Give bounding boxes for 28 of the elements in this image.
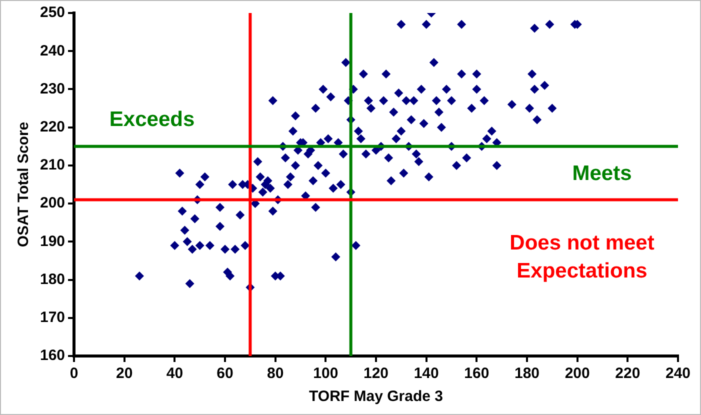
x-tick-label: 0 [70, 365, 78, 382]
x-tick-label: 120 [364, 365, 389, 382]
x-tick-label: 60 [216, 365, 234, 382]
y-tick-label: 190 [40, 232, 66, 250]
x-tick-label: 20 [116, 365, 133, 382]
y-tick-label: 160 [40, 347, 66, 364]
annotation: Meets [572, 162, 632, 186]
y-tick-label: 230 [40, 80, 66, 98]
y-tick-label: 240 [40, 42, 66, 60]
y-tick-label: 200 [40, 194, 66, 212]
y-axis-title: OSAT Total Score [15, 122, 32, 248]
x-tick-label: 180 [514, 365, 540, 382]
x-tick-label: 100 [313, 365, 338, 382]
annotation: Does not meet Expectations [510, 232, 654, 283]
x-tick-label: 160 [464, 365, 490, 382]
x-tick-label: 240 [665, 365, 691, 382]
x-tick-label: 140 [414, 365, 439, 382]
annotation: Exceeds [109, 108, 195, 132]
x-tick-label: 80 [267, 365, 284, 382]
y-tick-label: 180 [40, 270, 66, 288]
x-tick-label: 220 [615, 365, 640, 382]
x-axis-title: TORF May Grade 3 [309, 388, 443, 406]
x-tick-label: 40 [166, 365, 184, 382]
y-tick-label: 210 [40, 156, 66, 174]
x-tick-label: 200 [564, 365, 590, 382]
y-tick-label: 220 [40, 118, 66, 136]
y-tick-label: 170 [40, 309, 66, 326]
y-tick-label: 250 [40, 4, 66, 22]
